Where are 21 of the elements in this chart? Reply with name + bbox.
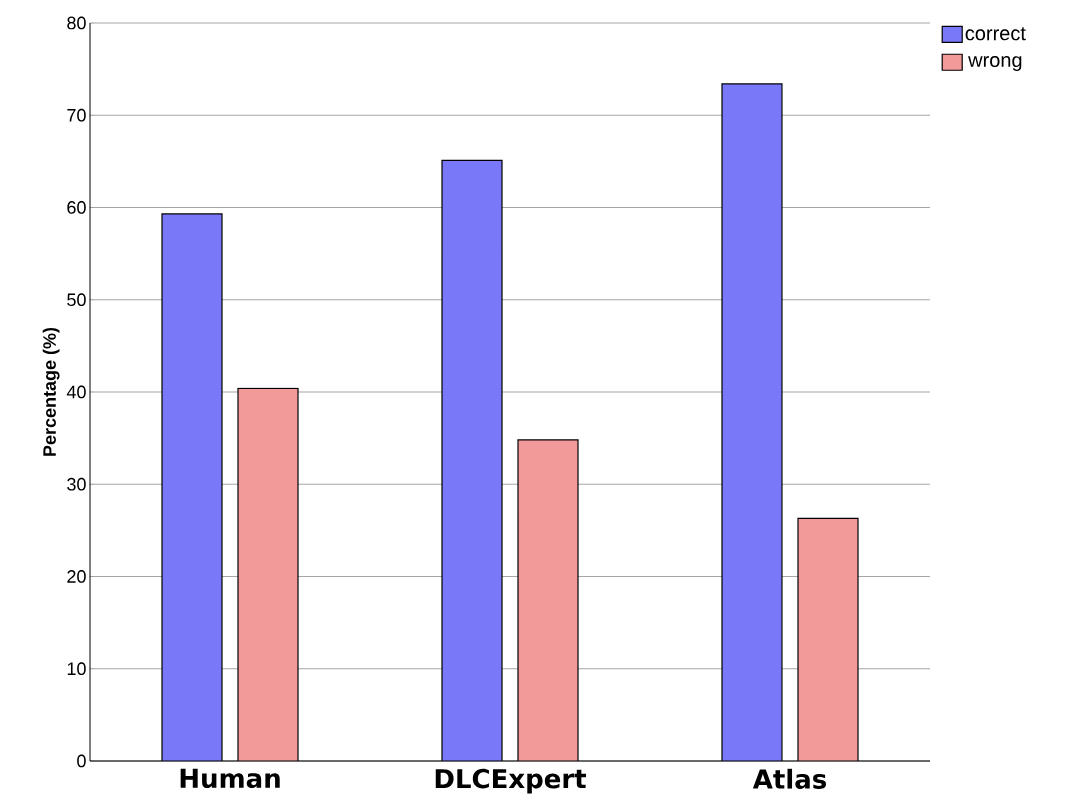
bar <box>162 213 222 761</box>
bar <box>518 439 579 761</box>
y-tick-label: 50 <box>67 293 86 307</box>
y-tick-label: 70 <box>67 108 86 122</box>
x-tick-label: Atlas <box>752 768 827 789</box>
y-tick-label: 40 <box>66 385 86 399</box>
y-tick-label: 0 <box>77 754 86 768</box>
bar <box>238 388 298 761</box>
y-tick-label: 30 <box>67 477 86 491</box>
legend-label: wrong <box>968 56 1022 72</box>
bar <box>442 160 502 761</box>
x-tick-label: DLCExpert <box>435 768 587 794</box>
y-axis-title: Percentage (%) <box>42 327 60 456</box>
y-tick-label: 60 <box>67 201 86 214</box>
legend-label: correct <box>965 27 1026 41</box>
x-tick-label: Human <box>180 768 280 789</box>
y-tick-label: 20 <box>67 570 86 583</box>
y-tick-label: 80 <box>67 16 86 30</box>
y-tick-label: 10 <box>67 662 86 676</box>
bar <box>721 83 783 761</box>
bar <box>797 517 859 761</box>
